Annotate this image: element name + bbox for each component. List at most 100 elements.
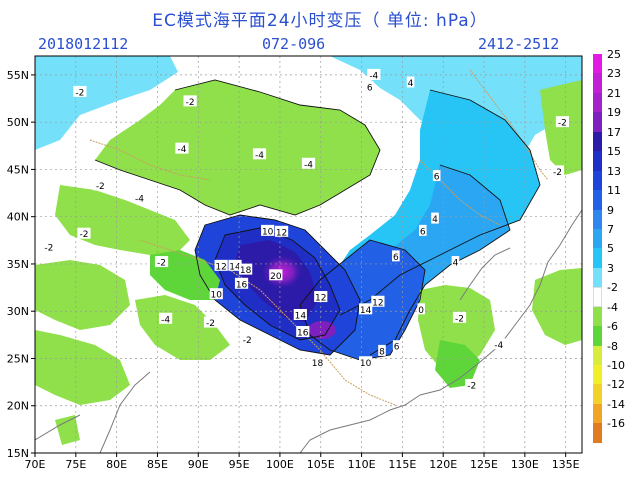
legend-entry: 25 xyxy=(593,48,639,74)
contour-label: 12 xyxy=(274,225,289,238)
legend-entry: -8 xyxy=(593,340,639,365)
legend-entry: 11 xyxy=(593,184,639,210)
contour-label: -4 xyxy=(132,191,147,204)
contour-label-text: 6 xyxy=(367,84,373,94)
contour-label-text: 10 xyxy=(211,291,223,301)
contour-label-text: -2 xyxy=(558,119,567,129)
legend-label: 17 xyxy=(607,125,621,139)
contour-label-bg xyxy=(392,340,401,352)
contour-label-bg xyxy=(371,295,385,307)
legend-swatch xyxy=(593,326,602,346)
contour-label: 16 xyxy=(296,326,310,339)
contour-label-text: -2 xyxy=(75,88,84,98)
contour-label-bg xyxy=(239,263,253,275)
contour-label-text: -2 xyxy=(243,336,252,346)
field-green-east xyxy=(418,285,495,370)
lon-tick-label: 75E xyxy=(65,458,86,471)
contour-label-text: 14 xyxy=(360,306,372,316)
lat-tick-label: 35N xyxy=(7,258,29,271)
legend-swatch xyxy=(593,131,602,152)
contour-label: -2 xyxy=(452,311,467,324)
contour-label-bg xyxy=(378,344,386,356)
contour-label-bg xyxy=(452,311,467,323)
field-purple-south xyxy=(308,321,336,339)
contour-label-bg xyxy=(417,303,425,315)
legend-label: 13 xyxy=(607,164,621,178)
lat-lon-grid xyxy=(34,56,582,454)
legend-swatch xyxy=(593,190,602,210)
lon-tick-label: 130E xyxy=(511,458,539,471)
contour-label-bg xyxy=(310,356,325,368)
legend-label: 3 xyxy=(607,261,614,275)
contour-label: -2 xyxy=(77,227,91,240)
contour-label-text: 14 xyxy=(229,262,241,272)
contour-label: -4 xyxy=(175,142,189,155)
lon-tick-label: 80E xyxy=(106,458,127,471)
contour-label-text: 10 xyxy=(262,227,274,237)
contour-label-bg xyxy=(261,224,275,236)
lon-tick-label: 115E xyxy=(388,458,416,471)
contour-label-text: 4 xyxy=(408,79,414,89)
contour-label-bg xyxy=(203,316,218,328)
contour-label-bg xyxy=(159,312,173,324)
contour-label-text: 6 xyxy=(393,253,399,263)
legend-label: 15 xyxy=(607,145,621,159)
legend-swatch xyxy=(593,54,602,74)
legend-entry: -16 xyxy=(593,417,639,443)
lat-tick-label: 25N xyxy=(7,352,29,365)
contour-label: -2 xyxy=(42,240,56,253)
contour-label-bg xyxy=(209,288,223,300)
shaded-fields xyxy=(35,56,582,445)
contour-label-text: -4 xyxy=(177,145,186,155)
legend-label: 5 xyxy=(607,242,614,256)
contour-label-text: -4 xyxy=(494,341,503,351)
contour-label-text: 4 xyxy=(453,259,459,269)
contour-label: 12 xyxy=(214,259,228,272)
contour-label-bg xyxy=(431,212,439,224)
contour-label-bg xyxy=(406,76,415,88)
contour-label: 10 xyxy=(261,224,275,237)
legend-label: -8 xyxy=(607,339,618,353)
contour-label-bg xyxy=(154,256,169,268)
legend-entry: -10 xyxy=(593,359,639,385)
contour-label-bg xyxy=(252,148,267,160)
valid-range: 2412-2512 xyxy=(478,35,560,53)
contour-label-bg xyxy=(365,81,374,93)
legend-swatch xyxy=(593,306,602,327)
contour-label: 0 xyxy=(417,303,425,316)
contour-label-text: -2 xyxy=(96,182,105,192)
legend-swatch xyxy=(593,248,602,268)
contour-label: 6 xyxy=(392,250,400,263)
contour-label-bg xyxy=(359,356,373,368)
legend-entry: 15 xyxy=(593,145,639,171)
lon-tick-label: 100E xyxy=(266,458,294,471)
contour-label: -2 xyxy=(550,165,565,178)
lat-tick-label: 45N xyxy=(7,163,29,176)
contour-label-bg xyxy=(269,269,283,281)
legend-entry: -6 xyxy=(593,320,639,346)
contour-label: -4 xyxy=(367,68,381,81)
contour-label: -2 xyxy=(183,95,197,108)
contour-label: 18 xyxy=(239,263,253,276)
field-green-india xyxy=(35,330,130,405)
contour-label-bg xyxy=(175,142,189,154)
contour-label-bg xyxy=(367,68,381,80)
legend-label: -10 xyxy=(607,359,625,372)
contour-label-bg xyxy=(77,227,91,239)
legend-entry: 17 xyxy=(593,126,639,152)
contour-label: -2 xyxy=(203,316,218,329)
field-3hpa xyxy=(35,56,178,150)
contour-label-bg xyxy=(93,179,107,191)
legend-entry: 7 xyxy=(593,223,639,249)
contour-label-bg xyxy=(240,333,254,345)
contour-label: 4 xyxy=(451,256,460,269)
contour-label-text: -2 xyxy=(186,98,195,108)
contour-label-text: 6 xyxy=(420,227,426,237)
contour-label-bg xyxy=(432,170,441,182)
contour-label-text: 16 xyxy=(297,329,309,339)
legend-swatch xyxy=(593,365,602,385)
lat-tick-label: 50N xyxy=(7,116,29,129)
lat-tick-label: 15N xyxy=(7,447,29,460)
